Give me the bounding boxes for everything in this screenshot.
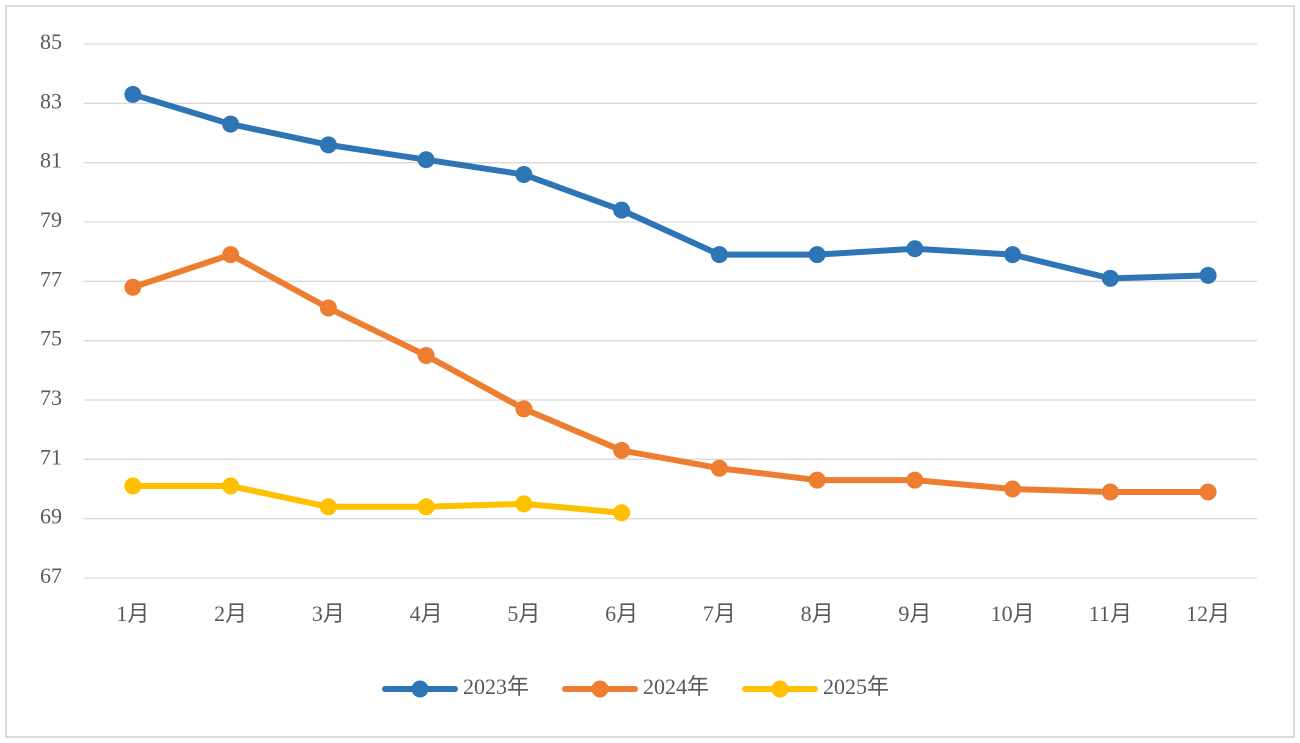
point [222, 477, 240, 495]
x-tick-label: 8月 [801, 601, 834, 626]
y-tick-label: 77 [40, 266, 62, 291]
x-tick-label: 6月 [605, 601, 638, 626]
x-tick-label: 9月 [898, 601, 931, 626]
point [515, 400, 533, 418]
point [808, 246, 826, 264]
series-line [129, 483, 625, 516]
point [417, 151, 435, 169]
x-tick-label: 2月 [214, 601, 247, 626]
point [222, 246, 240, 264]
point [808, 471, 826, 489]
x-tick-label: 5月 [507, 601, 540, 626]
series-line [129, 251, 1212, 495]
y-tick-label: 79 [40, 207, 62, 232]
point [710, 459, 728, 477]
y-tick-label: 71 [40, 444, 62, 469]
point [417, 498, 435, 516]
point [417, 347, 435, 364]
y-tick-label: 75 [40, 326, 62, 351]
x-tick-label: 12月 [1186, 601, 1230, 626]
point [1199, 266, 1217, 284]
legend-marker [411, 680, 429, 698]
legend-marker [771, 680, 789, 698]
point [613, 201, 631, 219]
point [515, 166, 533, 184]
point [515, 495, 533, 513]
chart-border [5, 5, 1295, 738]
point [124, 477, 142, 495]
legend-label: 2025年 [823, 674, 889, 699]
x-tick-label: 10月 [991, 601, 1035, 626]
legend-label: 2023年 [463, 674, 529, 699]
y-tick-label: 73 [40, 385, 62, 410]
point [1004, 480, 1022, 498]
legend-label: 2024年 [643, 674, 709, 699]
point [124, 278, 142, 296]
point [906, 240, 924, 258]
point [124, 85, 142, 103]
point [319, 136, 337, 154]
point [319, 299, 337, 317]
legend-marker [591, 680, 609, 698]
point [1101, 269, 1119, 287]
x-tick-label: 1月 [116, 601, 149, 626]
point [1004, 246, 1022, 264]
y-tick-label: 85 [40, 29, 62, 54]
y-tick-label: 81 [40, 148, 62, 173]
point [613, 441, 631, 459]
point [222, 115, 240, 133]
point [1199, 483, 1217, 501]
point [906, 471, 924, 489]
y-tick-label: 67 [40, 563, 62, 588]
point [1101, 483, 1119, 501]
y-tick-label: 69 [40, 504, 62, 529]
series-line [129, 91, 1212, 282]
x-tick-label: 3月 [312, 601, 345, 626]
y-tick-label: 83 [40, 88, 62, 113]
point [613, 504, 631, 522]
x-tick-label: 4月 [410, 601, 443, 626]
x-tick-label: 11月 [1089, 601, 1132, 626]
point [319, 498, 337, 516]
point [710, 246, 728, 264]
x-tick-label: 7月 [703, 601, 736, 626]
